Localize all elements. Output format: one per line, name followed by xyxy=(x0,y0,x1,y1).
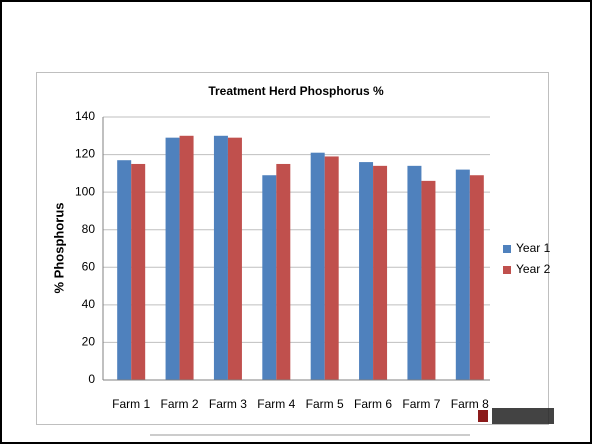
bar xyxy=(213,135,228,380)
logo xyxy=(478,408,554,424)
logo-mark xyxy=(478,410,488,422)
x-tick-label: Farm 2 xyxy=(161,397,199,411)
bar xyxy=(276,163,291,380)
y-tick-label: 100 xyxy=(75,184,95,198)
bar xyxy=(117,160,132,380)
y-tick-label: 80 xyxy=(82,222,96,236)
bar xyxy=(165,137,180,380)
logo-block xyxy=(492,408,554,424)
x-tick-label: Farm 8 xyxy=(451,397,489,411)
y-tick-label: 140 xyxy=(75,109,95,123)
legend-label: Year 1 xyxy=(516,241,551,255)
y-axis-label: % Phosphorus xyxy=(51,202,66,293)
bar xyxy=(310,152,325,380)
x-tick-label: Farm 7 xyxy=(402,397,440,411)
y-tick-label: 120 xyxy=(75,147,95,161)
x-tick-label: Farm 4 xyxy=(257,397,295,411)
legend-label: Year 2 xyxy=(516,262,551,276)
bar xyxy=(455,169,470,380)
y-tick-label: 60 xyxy=(82,259,96,273)
chart-title: Treatment Herd Phosphorus % xyxy=(208,84,384,98)
bar xyxy=(227,137,242,380)
bar xyxy=(262,175,277,380)
bar xyxy=(359,162,374,380)
bar xyxy=(373,165,388,380)
legend-swatch xyxy=(503,266,511,274)
x-tick-label: Farm 5 xyxy=(306,397,344,411)
legend-swatch xyxy=(503,245,511,253)
bar xyxy=(421,180,436,380)
x-tick-label: Farm 1 xyxy=(112,397,150,411)
bar xyxy=(324,156,339,380)
bar xyxy=(179,135,194,380)
x-tick-label: Farm 3 xyxy=(209,397,247,411)
bar xyxy=(469,175,484,380)
bar xyxy=(407,165,422,380)
bar xyxy=(131,163,146,380)
y-tick-label: 20 xyxy=(82,335,96,349)
y-tick-label: 0 xyxy=(88,372,95,386)
x-tick-label: Farm 6 xyxy=(354,397,392,411)
y-tick-label: 40 xyxy=(82,297,96,311)
